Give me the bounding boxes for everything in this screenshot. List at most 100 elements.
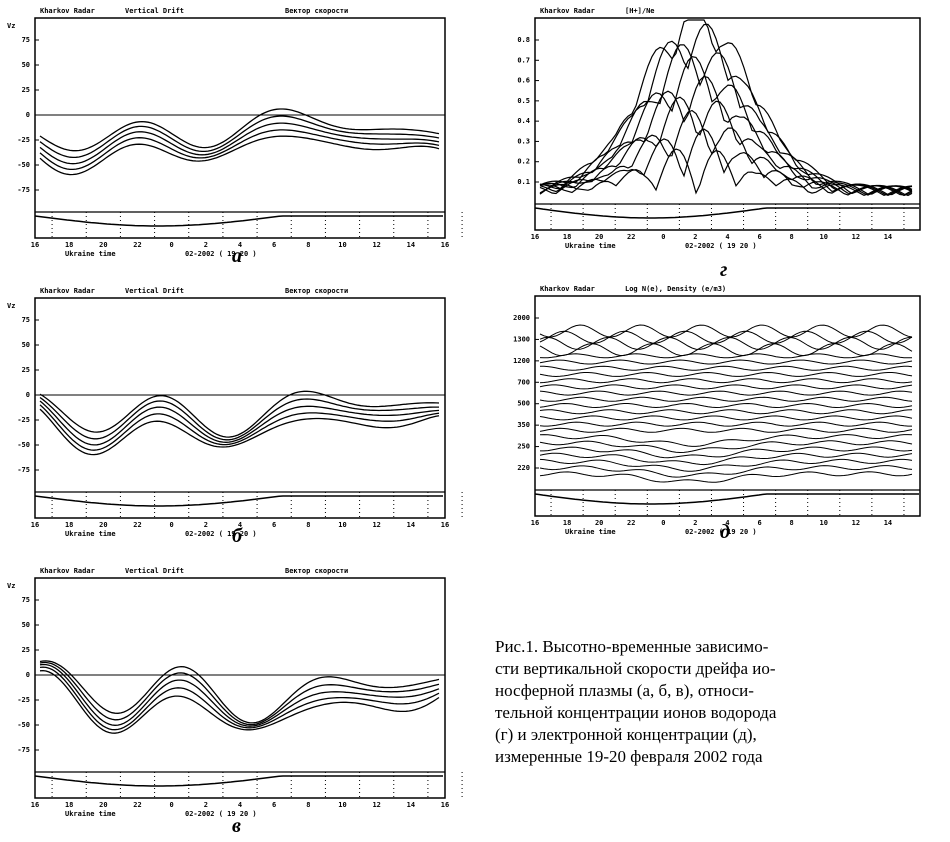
y-tick-label: 0.5: [517, 97, 530, 105]
x-tick-label: 10: [338, 521, 346, 529]
ratio-curve: [539, 56, 913, 197]
x-tick-label: 16: [531, 519, 539, 527]
density-contour: [539, 324, 913, 338]
y-tick-label: -25: [17, 416, 30, 424]
x-tick-label: 6: [757, 233, 761, 241]
x-tick-label: 16: [441, 801, 449, 809]
x-axis-label: Ukraine time: [565, 242, 616, 250]
strip-curve: [34, 775, 443, 787]
x-tick-label: 14: [407, 241, 415, 249]
x-axis-label: Ukraine time: [65, 530, 116, 538]
y-tick-label: 1200: [513, 357, 530, 365]
caption-line: измеренные 19-20 февраля 2002 года: [495, 747, 763, 766]
density-contour: [539, 421, 912, 427]
drift-curve: [39, 660, 440, 724]
y-tick-label: 25: [22, 366, 30, 374]
date-label: 02-2002 ( 19 20 ): [685, 242, 757, 250]
density-contour: [539, 336, 913, 350]
x-tick-label: 2: [204, 521, 208, 529]
x-tick-label: 0: [170, 241, 174, 249]
drift-curve: [39, 661, 440, 726]
x-tick-label: 10: [338, 801, 346, 809]
density-contour: [539, 396, 913, 402]
x-tick-label: 14: [884, 519, 892, 527]
density-contour: [539, 402, 913, 409]
y-tick-label: 25: [22, 646, 30, 654]
density-contour: [539, 415, 913, 421]
y-tick-label: 350: [517, 421, 530, 429]
x-tick-label: 2: [204, 241, 208, 249]
drift-curve: [39, 663, 440, 727]
panel-header: Vertical Drift: [125, 7, 184, 15]
x-tick-label: 22: [133, 801, 141, 809]
density-contour: [539, 465, 913, 478]
y-axis-label: Vz: [7, 582, 15, 590]
x-tick-label: 10: [820, 519, 828, 527]
x-tick-label: 22: [133, 521, 141, 529]
y-tick-label: -50: [17, 161, 30, 169]
y-tick-label: 0.8: [517, 36, 530, 44]
panel-letter: б: [232, 525, 243, 547]
x-axis-label: Ukraine time: [565, 528, 616, 536]
x-tick-label: 12: [852, 519, 860, 527]
density-contour: [539, 458, 913, 472]
panel-header: Kharkov Radar: [540, 285, 595, 293]
density-contour: [539, 359, 913, 365]
y-tick-label: 0.7: [517, 56, 530, 64]
y-tick-label: 0: [26, 391, 30, 399]
drift-curve: [39, 669, 440, 734]
date-label: 02-2002 ( 19 20 ): [185, 810, 257, 818]
ratio-curve: [539, 96, 913, 196]
drift-curve: [39, 122, 440, 165]
x-tick-label: 14: [407, 521, 415, 529]
panel-header: Kharkov Radar: [40, 7, 95, 15]
panel-header: Kharkov Radar: [40, 567, 95, 575]
panel-header: Kharkov Radar: [540, 7, 595, 15]
date-label: 02-2002 ( 19 20 ): [185, 250, 257, 258]
drift-curve: [39, 390, 440, 438]
caption-line: сти вертикальной скорости дрейфа ио-: [495, 659, 776, 678]
plot-frame: [534, 17, 921, 231]
y-axis-label: Vz: [7, 22, 15, 30]
plot-frame: [534, 295, 921, 517]
strip-curve: [534, 207, 919, 219]
y-tick-label: 0: [26, 671, 30, 679]
y-tick-label: 0.2: [517, 158, 530, 166]
panel-header: Вектор скорости: [285, 287, 348, 295]
x-tick-label: 0: [661, 519, 665, 527]
x-tick-label: 8: [790, 233, 794, 241]
x-tick-label: 4: [725, 233, 729, 241]
y-tick-label: 50: [22, 341, 30, 349]
density-contour: [539, 427, 913, 433]
x-tick-label: 14: [407, 801, 415, 809]
x-tick-label: 4: [238, 241, 242, 249]
x-tick-label: 6: [272, 241, 276, 249]
plot-frame: [34, 17, 446, 239]
density-contour: [539, 434, 913, 447]
y-tick-label: 250: [517, 443, 530, 451]
x-tick-label: 2: [204, 801, 208, 809]
x-tick-label: 10: [820, 233, 828, 241]
x-tick-label: 14: [884, 233, 892, 241]
strip-curve: [534, 493, 919, 505]
x-tick-label: 12: [372, 801, 380, 809]
y-tick-label: 700: [517, 378, 530, 386]
y-tick-label: -75: [17, 746, 30, 754]
y-axis-label: Vz: [7, 302, 15, 310]
x-tick-label: 18: [65, 521, 73, 529]
strip-curve: [34, 495, 443, 507]
ratio-curve: [539, 148, 913, 196]
x-tick-label: 4: [238, 801, 242, 809]
y-tick-label: 1300: [513, 335, 530, 343]
x-tick-label: 0: [170, 801, 174, 809]
x-tick-label: 20: [99, 521, 107, 529]
x-tick-label: 8: [306, 521, 310, 529]
y-tick-label: 0.6: [517, 77, 530, 85]
x-tick-label: 12: [372, 521, 380, 529]
y-tick-label: -75: [17, 186, 30, 194]
drift-curve: [39, 400, 440, 446]
drift-curve: [39, 115, 440, 159]
x-tick-label: 8: [306, 241, 310, 249]
x-tick-label: 16: [441, 241, 449, 249]
density-contour: [539, 452, 913, 466]
